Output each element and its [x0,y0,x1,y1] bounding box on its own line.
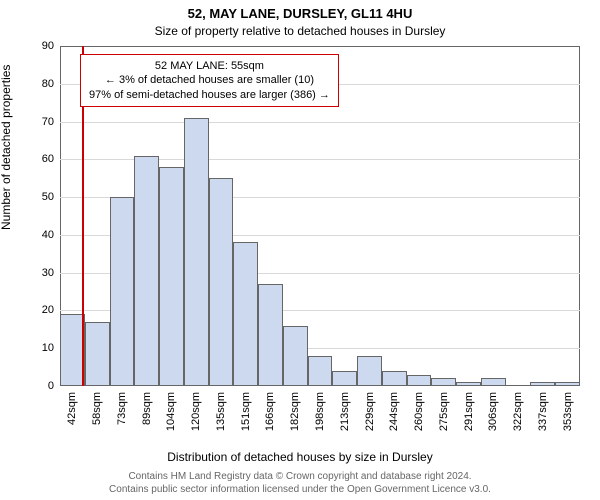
histogram-bar [184,118,209,386]
y-tick-label: 60 [30,153,54,165]
footer-line-1: Contains HM Land Registry data © Crown c… [0,471,600,484]
x-tick-label: 135sqm [215,392,227,440]
x-tick-label: 291sqm [463,392,475,440]
x-tick-label: 104sqm [165,392,177,440]
x-tick-label: 89sqm [141,392,153,440]
x-tick-label: 151sqm [240,392,252,440]
x-tick-label: 306sqm [487,392,499,440]
chart-address-title: 52, MAY LANE, DURSLEY, GL11 4HU [0,6,600,21]
y-tick-label: 0 [30,380,54,392]
x-axis-label: Distribution of detached houses by size … [0,450,600,464]
histogram-bar [407,375,432,386]
histogram-bar [555,382,580,386]
x-tick-label: 198sqm [314,392,326,440]
x-tick-label: 58sqm [91,392,103,440]
y-tick-label: 40 [30,229,54,241]
chart-subtitle: Size of property relative to detached ho… [0,24,600,38]
footer-line-2: Contains public sector information licen… [0,484,600,497]
x-tick-label: 260sqm [413,392,425,440]
histogram-bar [308,356,333,386]
histogram-bar [283,326,308,386]
y-tick-label: 30 [30,267,54,279]
legend-box: 52 MAY LANE: 55sqm ← 3% of detached hous… [80,54,339,107]
histogram-bar [209,178,234,386]
legend-line-2: ← 3% of detached houses are smaller (10) [89,73,330,87]
y-tick-label: 90 [30,40,54,52]
y-tick-label: 70 [30,116,54,128]
x-tick-label: 73sqm [116,392,128,440]
x-tick-label: 337sqm [537,392,549,440]
x-tick-label: 213sqm [339,392,351,440]
y-tick-label: 20 [30,304,54,316]
histogram-bar [530,382,555,386]
x-tick-label: 120sqm [190,392,202,440]
histogram-bar [159,167,184,386]
histogram-bar [456,382,481,386]
histogram-bar [85,322,110,386]
x-tick-label: 322sqm [512,392,524,440]
histogram-bar [357,356,382,386]
histogram-bar [134,156,159,386]
x-tick-label: 42sqm [66,392,78,440]
histogram-bar [481,378,506,386]
histogram-bar [258,284,283,386]
histogram-bar [110,197,135,386]
y-tick-label: 50 [30,191,54,203]
x-tick-label: 353sqm [562,392,574,440]
histogram-bar [332,371,357,386]
histogram-bar [431,378,456,386]
y-tick-label: 80 [30,78,54,90]
x-tick-label: 166sqm [264,392,276,440]
attribution-footer: Contains HM Land Registry data © Crown c… [0,471,600,496]
x-tick-label: 275sqm [438,392,450,440]
y-tick-label: 10 [30,342,54,354]
legend-line-3: 97% of semi-detached houses are larger (… [89,88,330,102]
histogram-bar [382,371,407,386]
x-tick-label: 182sqm [289,392,301,440]
gridline [60,122,580,123]
histogram-bar [233,242,258,386]
x-tick-label: 244sqm [388,392,400,440]
x-tick-label: 229sqm [364,392,376,440]
histogram-plot: 010203040506070809042sqm58sqm73sqm89sqm1… [60,46,580,386]
legend-line-1: 52 MAY LANE: 55sqm [89,59,330,73]
y-axis-label: Number of detached properties [0,65,13,230]
